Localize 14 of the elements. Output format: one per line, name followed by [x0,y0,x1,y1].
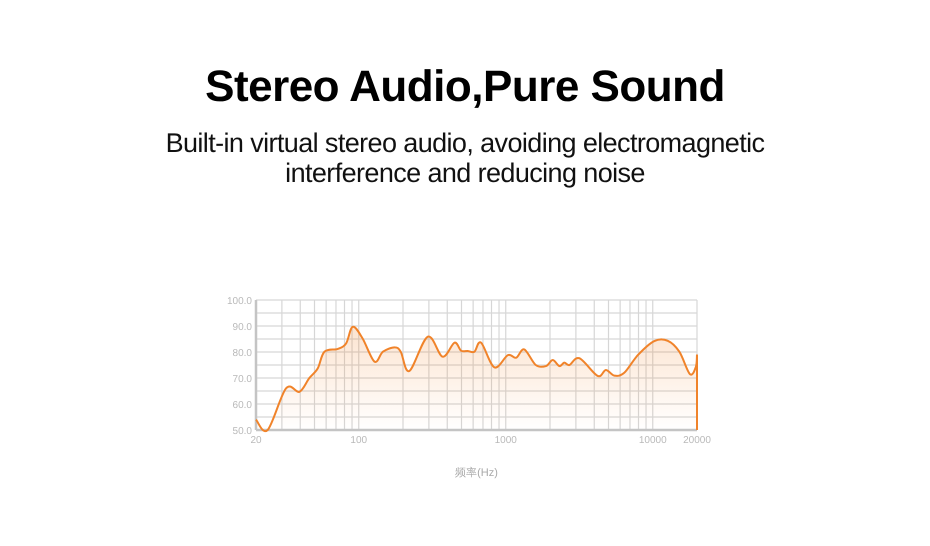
x-tick-label: 100 [350,435,368,446]
y-tick-label: 50.0 [232,426,252,437]
y-tick-label: 70.0 [232,374,252,385]
y-tick-label: 60.0 [232,400,252,411]
x-tick-label: 20000 [683,435,712,446]
chart-title: Stereo Audio,Pure Sound [204,62,726,112]
y-tick-label: 90.0 [232,322,252,333]
x-tick-label: 20 [250,435,262,446]
x-tick-label: 1000 [494,435,518,446]
chart-subtitle: Built-in virtual stereo audio, avoiding electromagnetic interference and reducing noise [164,128,766,188]
x-axis-title: 频率(Hz) [455,466,498,479]
y-tick-label: 100.0 [226,296,252,307]
y-tick-label: 80.0 [232,348,252,359]
x-tick-label: 10000 [638,435,668,446]
